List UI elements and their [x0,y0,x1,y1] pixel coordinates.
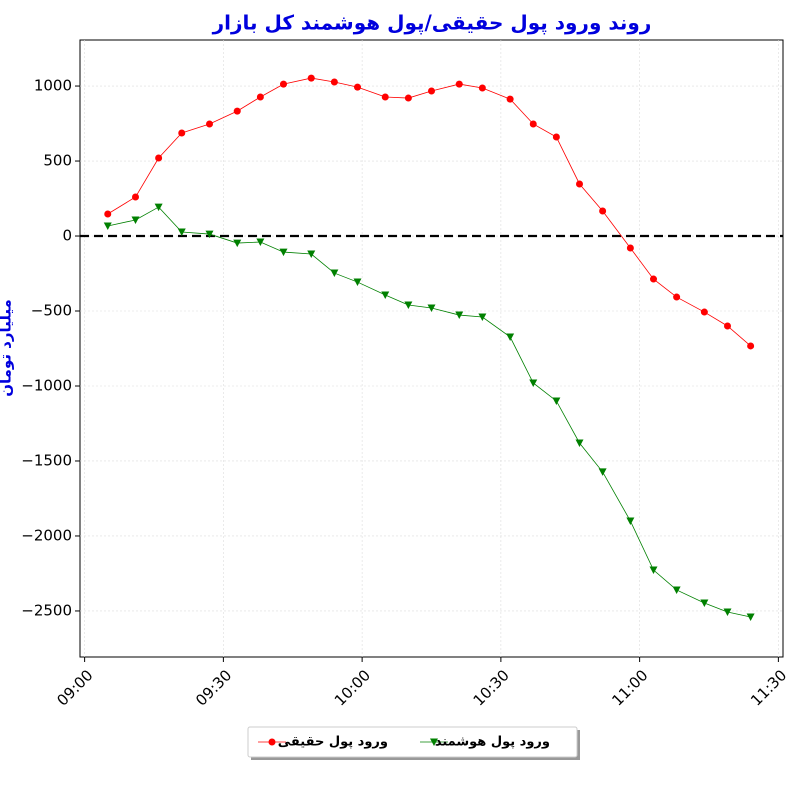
point [700,308,708,316]
point [404,301,413,310]
point [673,293,681,301]
legend-marker [268,738,276,746]
point [104,210,112,218]
point [746,613,755,621]
y-tick-label: −1500 [21,451,72,469]
point [529,120,537,128]
point [206,120,213,128]
legend-label: ورود پول هوشمند [435,735,550,750]
point [132,193,139,201]
point [455,311,464,320]
point [529,379,538,387]
point [552,133,560,141]
x-tick-label: 10:00 [331,666,374,709]
point [506,95,514,103]
x-tick-label: 09:00 [53,666,96,709]
point [575,439,584,447]
series-line [107,206,751,618]
x-tick-label: 11:00 [608,666,651,709]
plot-area [79,39,784,658]
chart-title: روند ورود پول حقیقی/پول هوشمند کل بازار [212,11,652,36]
point [428,87,435,95]
point [330,78,338,86]
y-tick-label: −2500 [21,601,72,619]
y-tick-label: −500 [31,302,72,320]
point [307,74,315,82]
point [353,278,362,287]
point [256,93,264,101]
point [155,154,163,162]
point [650,275,657,283]
point [478,84,486,92]
point [279,248,288,257]
point [723,608,732,617]
legend-box [247,726,578,758]
point [599,207,607,215]
point [724,322,731,330]
point [205,230,214,239]
point [280,80,287,88]
point [506,333,515,341]
legend-marker [430,738,438,746]
point [256,238,265,247]
point [131,216,140,224]
point [381,291,390,299]
point [154,203,163,212]
point [672,586,681,594]
y-tick-label: 1000 [34,77,72,95]
point [330,269,339,278]
point [552,397,561,405]
point [626,517,635,525]
point [177,228,186,236]
y-tick-label: 500 [43,152,72,170]
x-tick-label: 11:30 [747,666,790,709]
point [747,342,755,350]
point [576,180,583,188]
point [103,222,112,230]
y-tick-label: 0 [62,227,72,245]
point [626,244,634,252]
point [700,599,709,608]
x-tick-label: 09:30 [192,666,235,709]
point [178,129,186,137]
y-axis-label: میلیارد تومان [0,299,15,397]
point [307,250,316,259]
point [354,83,361,91]
y-tick-label: −1000 [21,376,72,394]
legend-label: ورود پول حقیقی [278,735,388,750]
point [233,107,241,115]
point [598,468,607,476]
point [427,304,436,313]
point [478,313,487,322]
point [404,94,412,102]
y-tick-label: −2000 [21,526,72,544]
point [381,93,389,101]
point [455,80,463,88]
x-tick-label: 10:30 [470,666,513,709]
point [649,566,658,575]
point [233,239,242,248]
